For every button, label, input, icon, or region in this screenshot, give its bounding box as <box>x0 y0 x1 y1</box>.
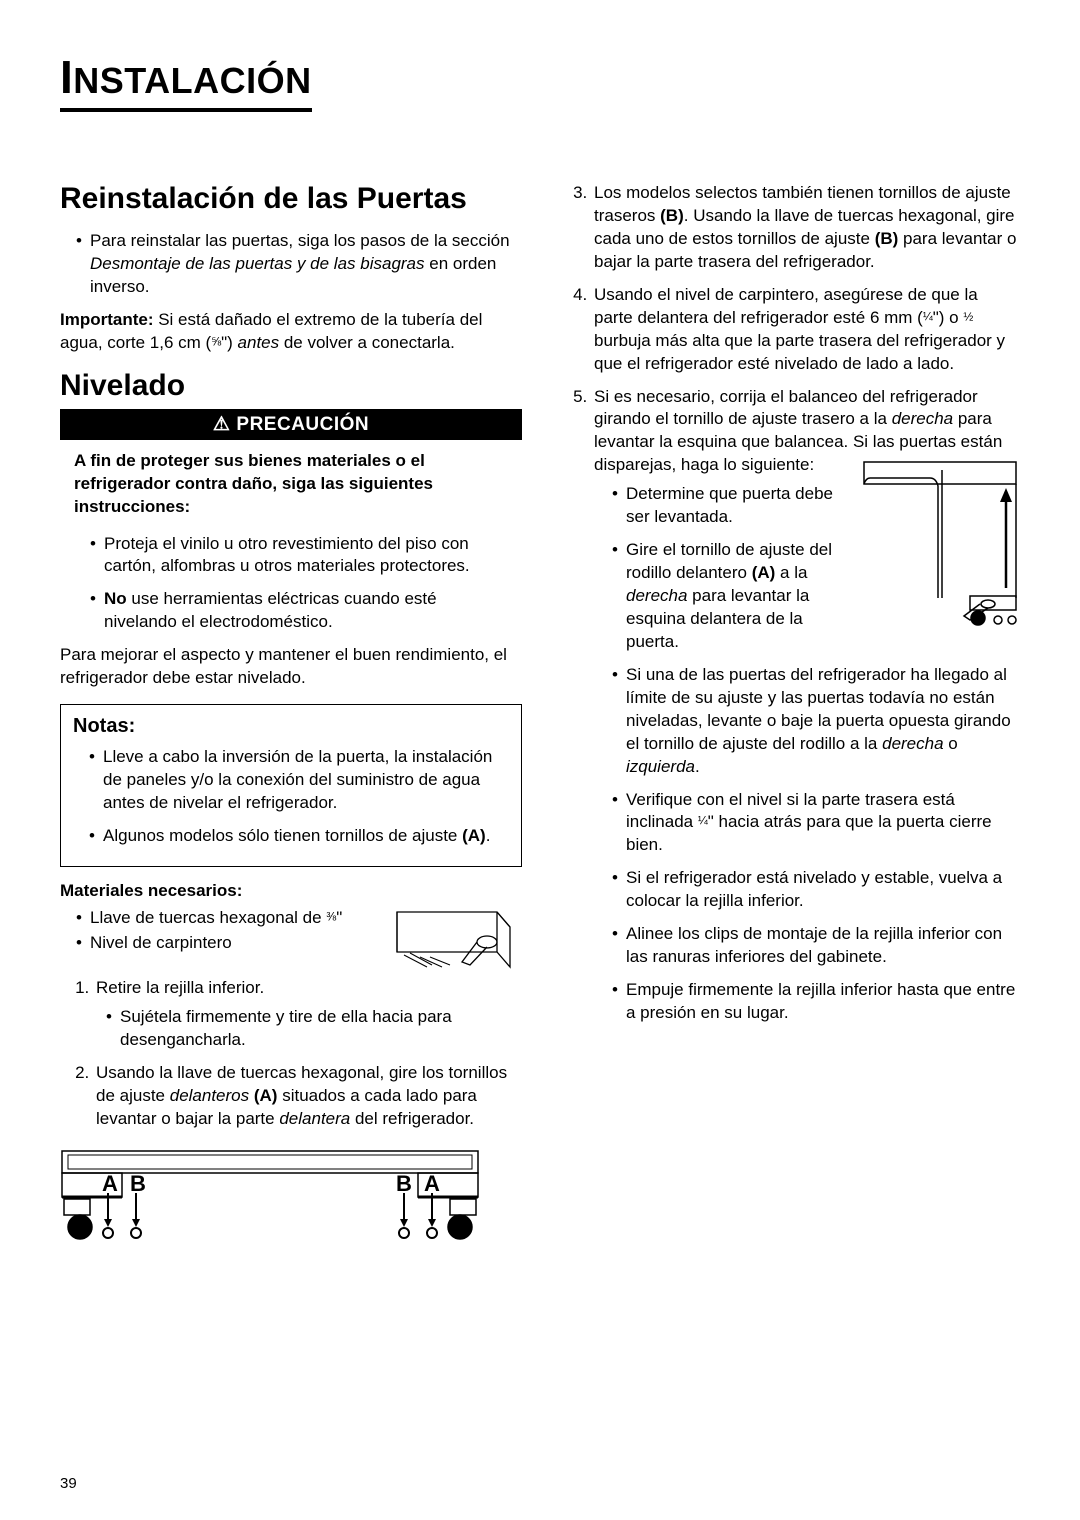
step5-sublist-wrap: Determine que puerta debe ser levantada.… <box>594 483 1020 1025</box>
notes-box: Notas: Lleve a cabo la inversión de la p… <box>60 704 522 867</box>
materials-heading: Materiales necesarios: <box>60 881 522 901</box>
step5-sub-item: Empuje firmemente la rejilla inferior ha… <box>612 979 1020 1025</box>
caution-block: A fin de proteger sus bienes materiales … <box>60 450 522 635</box>
page-number: 39 <box>60 1475 77 1492</box>
warning-icon: ⚠ <box>213 414 231 435</box>
material-item: Nivel de carpintero <box>76 932 382 955</box>
important-note: Importante: Si está dañado el extremo de… <box>60 309 522 355</box>
reinstall-list: Para reinstalar las puertas, siga los pa… <box>60 230 522 299</box>
title-rest: NSTALACIÓN <box>73 60 311 101</box>
level-intro: Para mejorar el aspecto y mantener el bu… <box>60 644 522 690</box>
svg-text:A: A <box>102 1171 118 1196</box>
step5-sub-item: Si el refrigerador está nivelado y estab… <box>612 867 1020 913</box>
notes-list: Lleve a cabo la inversión de la puerta, … <box>73 746 509 848</box>
step-1: Retire la rejilla inferior. Sujétela fir… <box>94 977 522 1052</box>
title-first-letter: I <box>60 51 73 103</box>
step5-sub-item: Alinee los clips de montaje de la rejill… <box>612 923 1020 969</box>
content-columns: Reinstalación de las Puertas Para reinst… <box>60 182 1020 1266</box>
material-item: Llave de tuercas hexagonal de ⅜" <box>76 907 382 930</box>
caution-label: PRECAUCIÓN <box>236 414 369 435</box>
reinstall-heading: Reinstalación de las Puertas <box>60 182 522 216</box>
caution-bar: ⚠PRECAUCIÓN <box>60 409 522 440</box>
svg-text:B: B <box>130 1171 146 1196</box>
step-4: Usando el nivel de carpintero, asegúrese… <box>592 284 1020 376</box>
level-heading: Nivelado <box>60 369 522 403</box>
step5-sub-item: Determine que puerta debe ser levantada. <box>612 483 1020 529</box>
hex-wrench-icon <box>392 907 522 977</box>
caution-list: Proteja el vinilo u otro revestimiento d… <box>74 533 508 635</box>
notes-item: Algunos modelos sólo tienen tornillos de… <box>89 825 509 848</box>
step-2: Usando la llave de tuercas hexagonal, gi… <box>94 1062 522 1131</box>
leveling-diagram: A B B A <box>60 1149 480 1247</box>
caution-item: Proteja el vinilo u otro revestimiento d… <box>90 533 508 579</box>
reinstall-bullet: Para reinstalar las puertas, siga los pa… <box>76 230 522 299</box>
notes-item: Lleve a cabo la inversión de la puerta, … <box>89 746 509 815</box>
step-5: Si es necesario, corrija el balanceo del… <box>592 386 1020 1025</box>
steps-right: Los modelos selectos también tienen torn… <box>558 182 1020 1025</box>
step5-sub-item: Verifique con el nivel si la parte trase… <box>612 789 1020 858</box>
materials-list-wrap: Llave de tuercas hexagonal de ⅜" Nivel d… <box>60 907 382 957</box>
steps-left: Retire la rejilla inferior. Sujétela fir… <box>60 977 522 1131</box>
step-3: Los modelos selectos también tienen torn… <box>592 182 1020 274</box>
materials-list: Llave de tuercas hexagonal de ⅜" Nivel d… <box>60 907 382 955</box>
notes-title: Notas: <box>73 715 509 738</box>
right-column: Los modelos selectos también tienen torn… <box>558 182 1020 1266</box>
step5-sub-item: Gire el tornillo de ajuste del rodillo d… <box>612 539 1020 654</box>
page-title: INSTALACIÓN <box>60 50 312 112</box>
step1-sublist: Sujétela firmemente y tire de ella hacia… <box>96 1006 522 1052</box>
svg-text:A: A <box>424 1171 440 1196</box>
step5-sub-item: Si una de las puertas del refrigerador h… <box>612 664 1020 779</box>
left-column: Reinstalación de las Puertas Para reinst… <box>60 182 522 1266</box>
step1-sub: Sujétela firmemente y tire de ella hacia… <box>106 1006 522 1052</box>
caution-item: No use herramientas eléctricas cuando es… <box>90 588 508 634</box>
step5-sublist: Determine que puerta debe ser levantada.… <box>602 483 1020 1025</box>
svg-text:B: B <box>396 1171 412 1196</box>
caution-intro: A fin de proteger sus bienes materiales … <box>74 450 508 519</box>
materials-row: Llave de tuercas hexagonal de ⅜" Nivel d… <box>60 907 522 977</box>
